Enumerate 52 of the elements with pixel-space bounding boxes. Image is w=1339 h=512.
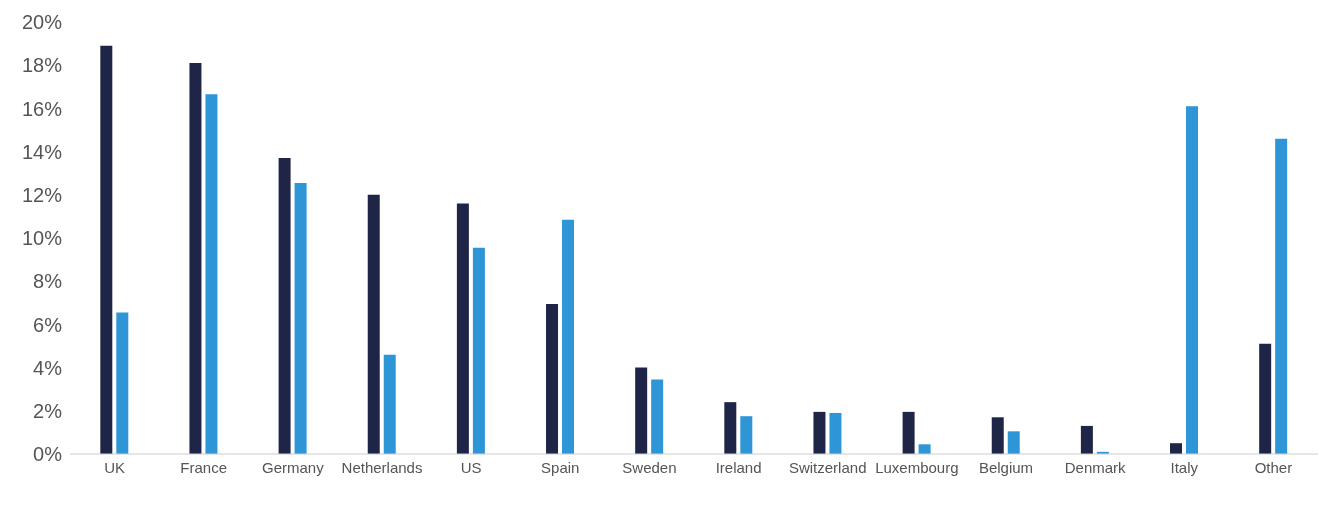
x-tick-label: UK — [104, 458, 125, 476]
y-tick-label: 16% — [21, 97, 63, 120]
bar — [278, 158, 291, 454]
y-tick-label: 14% — [21, 140, 63, 163]
bar — [189, 63, 202, 454]
x-tick-label: Italy — [1170, 458, 1199, 476]
x-tick-label: Germany — [262, 458, 325, 476]
x-tick-label: Switzerland — [788, 458, 867, 476]
y-tick-label: 6% — [33, 313, 63, 336]
bar — [740, 416, 753, 454]
bar — [829, 412, 842, 454]
x-tick-label: Other — [1254, 458, 1293, 476]
x-tick-label: Belgium — [978, 458, 1034, 476]
bar — [991, 417, 1004, 454]
bar — [562, 219, 575, 454]
bar — [813, 411, 826, 454]
bar — [294, 182, 307, 454]
bar — [1186, 106, 1199, 454]
y-tick-label: 2% — [33, 399, 63, 422]
bar — [1007, 431, 1020, 454]
bar — [100, 45, 113, 454]
bar — [546, 303, 559, 454]
bar — [367, 194, 380, 454]
bar — [116, 312, 129, 454]
x-tick-label: Sweden — [622, 458, 677, 476]
bar — [1080, 425, 1093, 454]
bar — [456, 203, 469, 454]
bar — [383, 354, 396, 454]
y-tick-label: 8% — [33, 270, 63, 293]
y-tick-label: 10% — [21, 227, 63, 250]
bar — [651, 379, 664, 454]
x-tick-label: Spain — [541, 458, 580, 476]
bar — [472, 247, 485, 454]
bar — [635, 367, 648, 454]
bar — [918, 444, 931, 454]
x-tick-label: Luxembourg — [875, 458, 959, 476]
bar — [1170, 443, 1183, 454]
bar — [1275, 138, 1288, 454]
x-tick-label: US — [460, 458, 482, 476]
y-tick-label: 18% — [21, 54, 63, 77]
x-tick-label: Ireland — [715, 458, 762, 476]
y-tick-label: 0% — [33, 443, 63, 466]
y-tick-label: 12% — [21, 183, 63, 206]
bar — [902, 411, 915, 454]
bar — [724, 402, 737, 454]
x-tick-label: Netherlands — [341, 458, 423, 476]
bar — [205, 94, 218, 454]
x-tick-label: Denmark — [1064, 458, 1127, 476]
y-tick-label: 20% — [21, 11, 63, 34]
x-tick-label: France — [180, 458, 228, 476]
y-tick-label: 4% — [33, 356, 63, 379]
bar — [1259, 343, 1272, 454]
